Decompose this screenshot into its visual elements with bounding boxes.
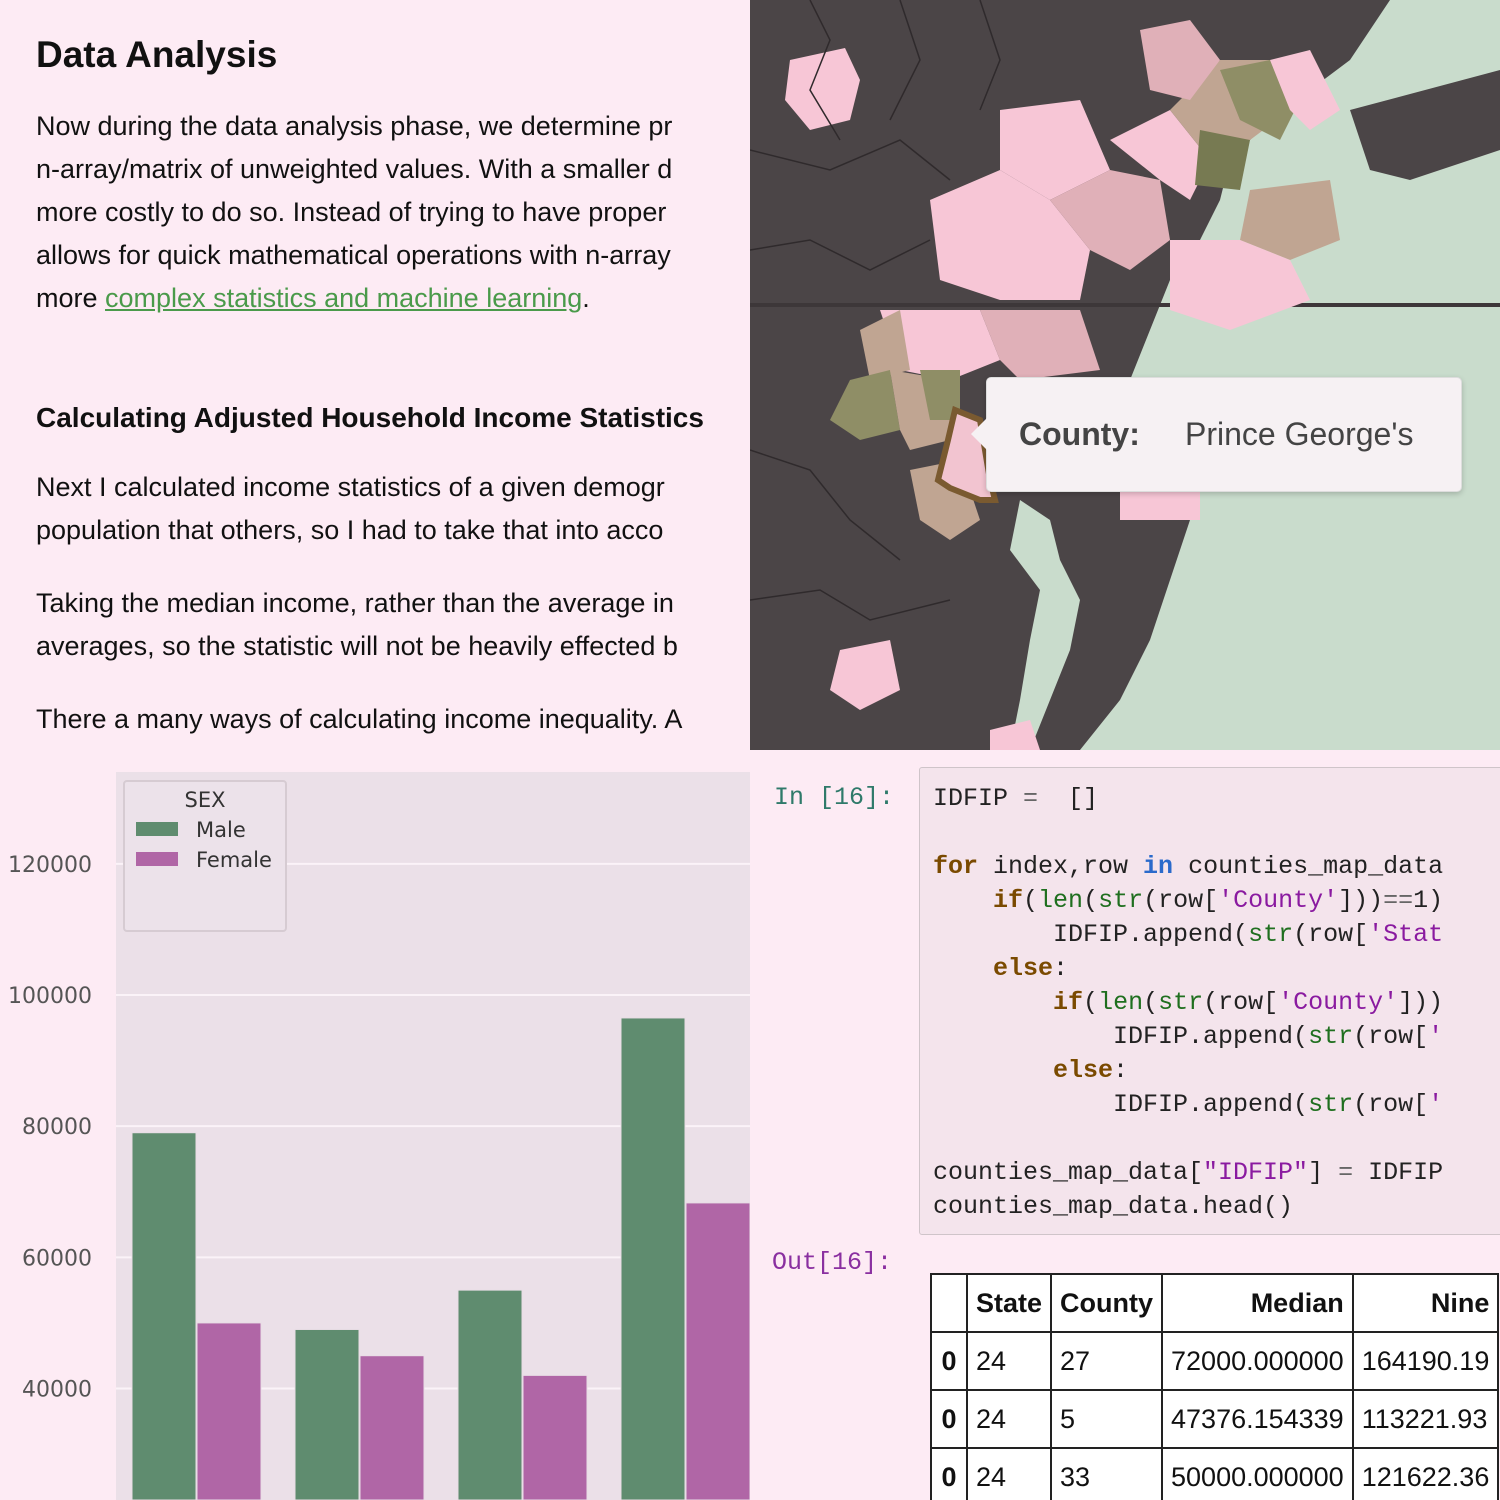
cell-nine: 164190.19 — [1351, 1331, 1500, 1391]
county-region[interactable] — [830, 640, 900, 710]
code-text[interactable]: IDFIP = [] for index,row in counties_map… — [933, 784, 1444, 1221]
tooltip-value: Prince George's — [1185, 416, 1414, 452]
row-index: 0 — [930, 1447, 968, 1500]
cell-median: 47376.154339 — [1161, 1389, 1354, 1449]
cell-county: 27 — [1050, 1331, 1164, 1391]
bar-female — [685, 1202, 750, 1500]
bar-female — [522, 1374, 588, 1500]
table-row: 0 24 27 72000.000000 164190.19 — [930, 1331, 1500, 1391]
tooltip-key: County: — [1019, 416, 1140, 452]
cell-nine: 113221.93 — [1351, 1389, 1500, 1449]
county-region[interactable] — [930, 170, 1090, 300]
table-row: 0 24 33 50000.000000 121622.36 — [930, 1447, 1500, 1500]
cell-median: 50000.000000 — [1161, 1447, 1354, 1500]
county-region[interactable] — [1240, 180, 1340, 260]
county-region[interactable] — [920, 370, 960, 420]
section-heading: Calculating Adjusted Household Income St… — [36, 402, 704, 433]
paragraph-line: population that others, so I had to take… — [36, 515, 664, 545]
county-region[interactable] — [1270, 50, 1340, 130]
paragraph-line: Now during the data analysis phase, we d… — [36, 111, 673, 141]
legend-swatch — [136, 852, 178, 866]
land-mass — [1350, 70, 1500, 180]
county-region[interactable] — [1170, 240, 1310, 330]
county-region[interactable] — [880, 310, 1000, 380]
cell-county: 5 — [1050, 1389, 1164, 1449]
county-region[interactable] — [1000, 100, 1110, 200]
legend-box — [123, 780, 287, 932]
paragraph-line: allows for quick mathematical operations… — [36, 240, 671, 270]
chart-svg: 40000 60000 80000 100000 120000 SEX Male Female — [8, 772, 750, 1500]
page-title: Data Analysis — [36, 34, 278, 75]
county-region[interactable] — [830, 370, 900, 440]
county-region[interactable] — [1110, 110, 1210, 200]
county-region[interactable] — [1140, 20, 1220, 100]
river — [1010, 500, 1080, 750]
bar-male — [620, 1017, 686, 1500]
paragraph-line: Taking the median income, rather than th… — [36, 588, 674, 618]
map-seam — [750, 303, 1500, 307]
legend-label: Female — [196, 848, 272, 872]
county-region[interactable] — [1050, 170, 1170, 270]
notebook-cell: In [16]: IDFIP = [] for index,row in cou… — [750, 750, 1500, 1500]
county-region[interactable] — [980, 310, 1100, 380]
table-row: 0 24 5 47376.154339 113221.93 — [930, 1389, 1500, 1449]
income-bar-chart: 40000 60000 80000 100000 120000 SEX Male Female — [0, 750, 750, 1500]
dataframe-table: State County Median Nine 0 24 27 72000.0… — [930, 1273, 1500, 1500]
legend-swatch — [136, 822, 178, 836]
y-tick-label: 40000 — [22, 1378, 92, 1403]
column-header-median: Median — [1161, 1273, 1354, 1333]
paragraph-line: more complex statistics and machine lear… — [36, 277, 590, 320]
cell-nine: 121622.36 — [1351, 1447, 1500, 1500]
complex-statistics-link[interactable]: complex statistics and machine learning — [105, 283, 583, 313]
article-panel: Data Analysis Now during the data analys… — [0, 0, 750, 750]
row-index: 0 — [930, 1389, 968, 1449]
county-map[interactable]: County: Prince George's — [750, 0, 1500, 750]
bar-female — [359, 1355, 425, 1500]
column-header-county: County — [1050, 1273, 1164, 1333]
y-tick-label: 120000 — [8, 853, 92, 878]
bar-male — [131, 1132, 197, 1500]
bar-male — [457, 1289, 523, 1500]
legend-title: SEX — [185, 788, 226, 812]
paragraph-line: more costly to do so. Instead of trying … — [36, 197, 667, 227]
paragraph-text: . — [582, 283, 590, 313]
output-prompt: Out[16]: — [772, 1248, 893, 1277]
index-header — [930, 1273, 968, 1333]
paragraph-line: averages, so the statistic will not be h… — [36, 631, 678, 661]
map-svg[interactable] — [750, 0, 1500, 750]
paragraph-line: There a many ways of calculating income … — [36, 704, 683, 734]
bar-male — [294, 1328, 360, 1500]
row-index: 0 — [930, 1331, 968, 1391]
county-region[interactable] — [990, 720, 1040, 750]
county-region[interactable] — [785, 48, 860, 130]
cell-median: 72000.000000 — [1161, 1331, 1354, 1391]
map-tooltip: County: Prince George's — [971, 377, 1462, 492]
land-mass — [750, 0, 1390, 750]
paragraph-line: n-array/matrix of unweighted values. Wit… — [36, 154, 673, 184]
county-borders — [750, 0, 1001, 621]
county-region[interactable] — [1195, 130, 1250, 190]
cell-state: 24 — [965, 1447, 1053, 1500]
cell-state: 24 — [965, 1331, 1053, 1391]
y-tick-label: 60000 — [22, 1246, 92, 1271]
cell-state: 24 — [965, 1389, 1053, 1449]
paragraph-line: Next I calculated income statistics of a… — [36, 472, 665, 502]
column-header-nine: Nine — [1351, 1273, 1500, 1333]
table-header-row: State County Median Nine — [930, 1273, 1500, 1333]
y-tick-label: 80000 — [22, 1115, 92, 1140]
cell-county: 33 — [1050, 1447, 1164, 1500]
bar-female — [196, 1322, 262, 1500]
paragraph-text: more — [36, 283, 106, 313]
legend-label: Male — [196, 818, 246, 842]
code-editor[interactable]: IDFIP = [] for index,row in counties_map… — [919, 767, 1500, 1235]
column-header-state: State — [965, 1273, 1053, 1333]
input-prompt: In [16]: — [774, 783, 895, 812]
y-tick-label: 100000 — [8, 984, 92, 1009]
county-region[interactable] — [860, 310, 910, 380]
